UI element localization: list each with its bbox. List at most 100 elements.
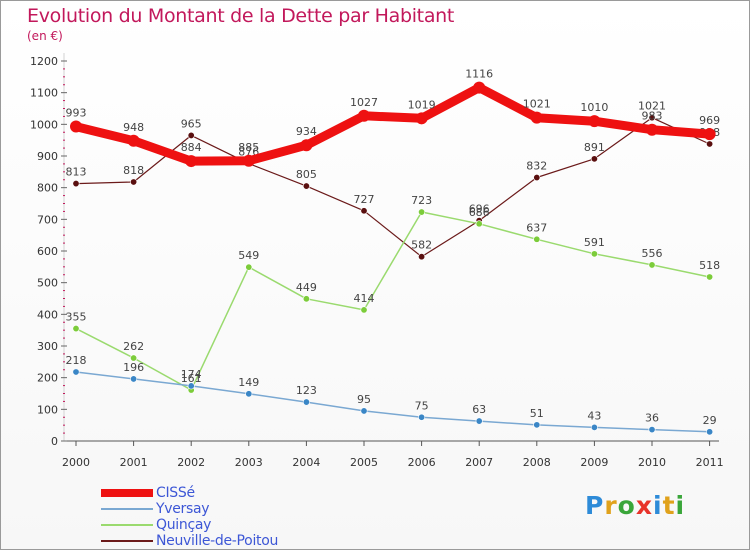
legend-label-neuville-de-poitou: Neuville-de-Poitou [156, 533, 279, 549]
data-point-neuville-de-poitou [418, 253, 426, 261]
data-point-quincay [533, 235, 541, 243]
legend-swatch-cisse [101, 489, 153, 497]
data-label-neuville-de-poitou: 727 [354, 193, 375, 206]
legend-item-cisse: CISSé [101, 485, 278, 501]
data-point-neuville-de-poitou [130, 178, 138, 186]
logo-letter: x [635, 491, 653, 520]
data-label-yversay: 29 [703, 414, 717, 427]
data-label-quincay: 449 [296, 281, 317, 294]
series-line-yversay [75, 371, 711, 433]
data-label-cisse: 885 [238, 141, 259, 154]
x-tick-label: 2008 [523, 456, 551, 469]
x-tick-label: 2002 [177, 456, 205, 469]
logo-letter: o [617, 491, 636, 520]
legend-swatch-quincay [101, 524, 153, 526]
x-tick-label: 2009 [580, 456, 608, 469]
legend-item-yversay: Yversay [101, 501, 278, 517]
data-point-quincay [648, 261, 656, 269]
data-point-cisse [358, 109, 370, 122]
data-point-cisse [473, 81, 486, 94]
y-tick-label: 100 [37, 403, 58, 416]
data-point-yversay [72, 368, 80, 376]
data-point-quincay [475, 220, 483, 228]
data-point-quincay [72, 325, 80, 333]
data-point-cisse [530, 111, 543, 124]
logo-letter: i [675, 491, 686, 520]
chart-title: Evolution du Montant de la Dette par Hab… [27, 5, 455, 27]
legend-item-quincay: Quinçay [101, 517, 278, 533]
legend-swatch-yversay [101, 508, 153, 510]
data-point-quincay [706, 273, 714, 281]
data-point-neuville-de-poitou [360, 207, 368, 215]
data-point-yversay [648, 426, 656, 434]
x-tick-label: 2001 [120, 456, 148, 469]
data-point-cisse [185, 155, 198, 168]
data-label-quincay: 556 [642, 247, 663, 260]
data-label-quincay: 355 [66, 311, 87, 324]
data-label-yversay: 43 [587, 409, 601, 422]
data-point-cisse [127, 134, 140, 147]
data-label-yversay: 75 [415, 399, 429, 412]
y-tick-label: 800 [37, 182, 58, 195]
data-label-cisse: 993 [66, 107, 87, 120]
series-line-neuville-de-poitou [75, 117, 711, 258]
data-label-yversay: 36 [645, 412, 659, 425]
data-label-neuville-de-poitou: 813 [66, 166, 87, 179]
legend-label-yversay: Yversay [156, 501, 210, 517]
data-label-cisse: 884 [181, 141, 202, 154]
data-label-cisse: 1027 [350, 96, 378, 109]
data-point-cisse [300, 139, 313, 152]
data-label-yversay: 51 [530, 407, 544, 420]
y-tick-label: 1200 [30, 55, 58, 68]
data-label-yversay: 63 [472, 403, 486, 416]
y-tick-label: 1100 [30, 87, 58, 100]
proxiti-logo: Proxiti [585, 491, 685, 520]
data-label-cisse: 969 [699, 114, 720, 127]
data-label-quincay: 686 [469, 206, 490, 219]
chart-subtitle: (en €) [27, 29, 63, 43]
y-tick-label: 900 [37, 150, 58, 163]
data-point-quincay [245, 263, 253, 271]
data-point-neuville-de-poitou [72, 180, 80, 188]
data-label-cisse: 934 [296, 125, 317, 138]
x-tick-label: 2011 [696, 456, 724, 469]
y-tick-label: 600 [37, 245, 58, 258]
data-label-neuville-de-poitou: 965 [181, 117, 202, 130]
data-label-yversay: 196 [123, 361, 144, 374]
y-tick-label: 400 [37, 308, 58, 321]
x-tick-label: 2000 [62, 456, 90, 469]
data-point-yversay [706, 428, 714, 436]
logo-letter: r [604, 491, 618, 520]
data-point-quincay [590, 250, 598, 258]
data-label-cisse: 1116 [465, 68, 493, 81]
data-point-yversay [475, 417, 483, 425]
legend-label-cisse: CISSé [156, 485, 195, 501]
data-point-cisse [242, 154, 255, 167]
data-label-yversay: 218 [66, 354, 87, 367]
data-point-neuville-de-poitou [533, 174, 541, 182]
legend: CISSé Yversay Quinçay Neuville-de-Poitou [101, 485, 278, 549]
logo-letter: t [662, 491, 676, 520]
data-label-quincay: 518 [699, 259, 720, 272]
data-point-yversay [360, 407, 368, 415]
x-tick-label: 2006 [408, 456, 436, 469]
data-label-neuville-de-poitou: 582 [411, 239, 432, 252]
series-line-quincay [75, 211, 711, 391]
y-tick-label: 300 [37, 340, 58, 353]
data-point-neuville-de-poitou [648, 114, 656, 122]
data-label-quincay: 161 [181, 372, 202, 385]
data-label-quincay: 723 [411, 194, 432, 207]
data-label-yversay: 95 [357, 393, 371, 406]
data-point-yversay [590, 423, 598, 431]
data-label-neuville-de-poitou: 832 [526, 160, 547, 173]
legend-item-neuville-de-poitou: Neuville-de-Poitou [101, 533, 278, 549]
data-label-quincay: 591 [584, 236, 605, 249]
legend-label-quincay: Quinçay [156, 517, 212, 533]
data-label-quincay: 549 [238, 249, 259, 262]
data-point-yversay [302, 398, 310, 406]
data-point-yversay [245, 390, 253, 398]
data-point-cisse [588, 115, 601, 128]
legend-swatch-neuville-de-poitou [101, 540, 153, 542]
data-label-neuville-de-poitou: 891 [584, 141, 605, 154]
